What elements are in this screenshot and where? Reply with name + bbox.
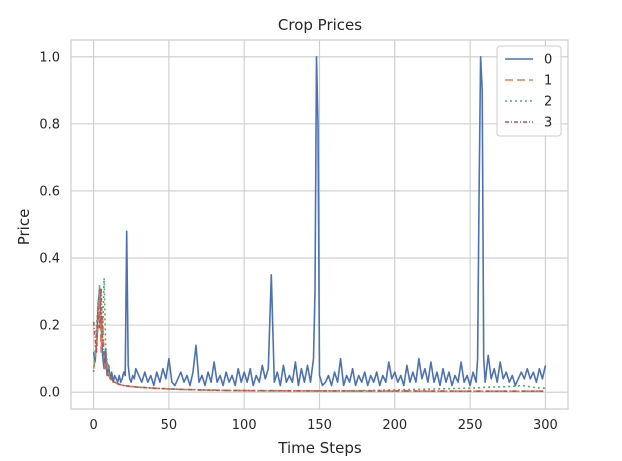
x-tick-label: 200 — [382, 418, 407, 433]
y-tick-label: 0.0 — [39, 386, 60, 401]
y-tick-label: 0.8 — [39, 117, 60, 132]
series-lines — [92, 55, 547, 393]
y-tick-label: 0.6 — [39, 184, 60, 199]
y-axis-label: Price — [15, 209, 33, 246]
legend-label-0: 0 — [544, 53, 552, 68]
legend-label-1: 1 — [544, 74, 552, 89]
x-tick-label: 0 — [89, 418, 97, 433]
chart-title: Crop Prices — [278, 16, 362, 34]
y-tick-label: 0.2 — [39, 319, 60, 334]
legend-label-2: 2 — [544, 95, 552, 110]
x-tick-label: 50 — [161, 418, 178, 433]
x-tick-label: 300 — [533, 418, 558, 433]
x-tick-label: 150 — [307, 418, 332, 433]
y-tick-label: 1.0 — [39, 50, 60, 65]
x-axis-label: Time Steps — [277, 439, 362, 457]
legend-box — [496, 45, 562, 137]
series-line-0 — [92, 55, 547, 387]
y-tick-label: 0.4 — [39, 252, 60, 267]
legend: 0 1 2 3 — [496, 45, 562, 137]
plot-frame — [70, 39, 569, 410]
x-tick-labels: 0 50 100 150 200 250 300 — [89, 418, 557, 433]
series-line-3 — [92, 287, 546, 393]
x-tick-label: 250 — [458, 418, 483, 433]
legend-label-3: 3 — [544, 116, 552, 131]
y-tick-labels: 0.0 0.2 0.4 0.6 0.8 1.0 — [39, 50, 60, 400]
x-tick-label: 100 — [232, 418, 257, 433]
